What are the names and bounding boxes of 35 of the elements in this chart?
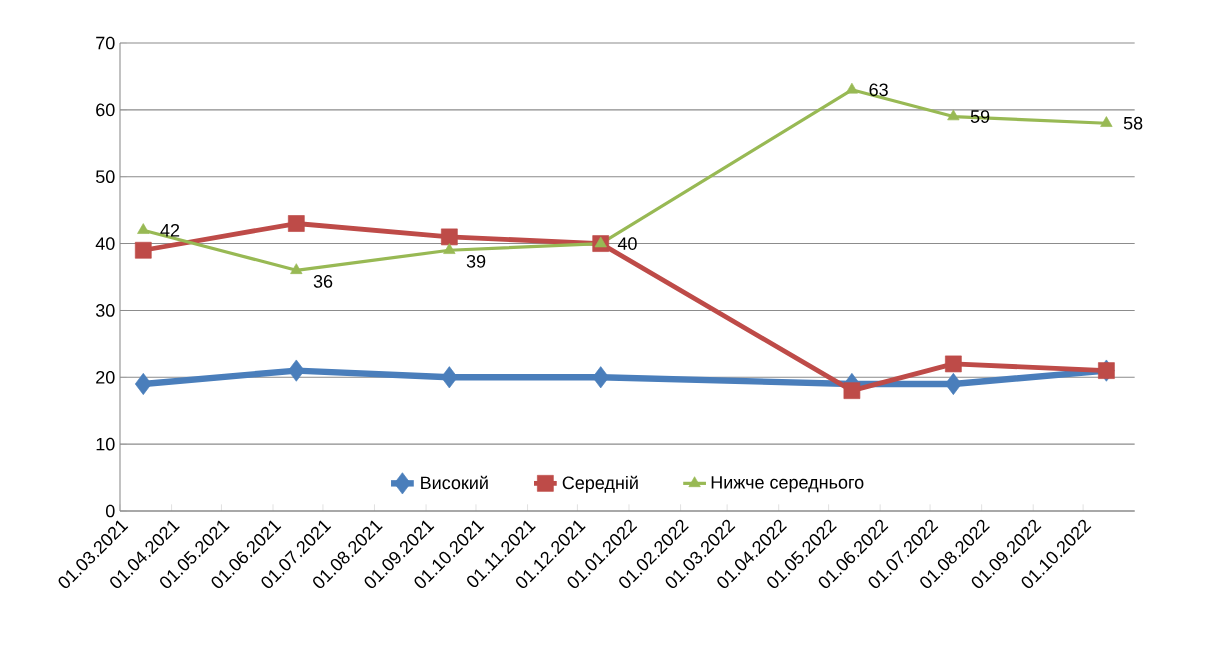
point [290,263,303,274]
data-label: 59 [970,110,990,123]
point [845,82,859,94]
data-label: 63 [869,83,888,97]
point [287,215,305,232]
data-label: 39 [466,254,486,268]
point [441,366,458,389]
point [947,109,960,121]
y-tick-label: 0 [105,504,115,518]
point [134,372,152,395]
point [287,359,305,382]
data-label: 36 [313,275,333,288]
point [441,228,458,246]
y-tick-label: 10 [96,437,115,451]
point [594,236,607,248]
point [945,372,962,395]
y-tick-label: 20 [96,370,115,384]
y-tick-label: 70 [96,36,115,50]
point [592,366,610,389]
legend-label: Середній [562,475,638,493]
point [945,355,962,373]
point [843,382,861,399]
point [1100,116,1113,127]
y-tick-label: 40 [95,237,115,250]
y-tick-label: 30 [95,304,115,317]
y-tick-label: 60 [96,103,115,117]
point [443,243,456,254]
legend-label: Нижче середнього [711,476,864,493]
point [134,241,152,259]
legend-label: Високий [421,475,488,490]
data-label: 40 [617,237,637,250]
y-tick-label: 50 [95,170,115,184]
data-label: 58 [1123,116,1143,130]
point [137,223,150,234]
data-label: 42 [160,223,180,237]
